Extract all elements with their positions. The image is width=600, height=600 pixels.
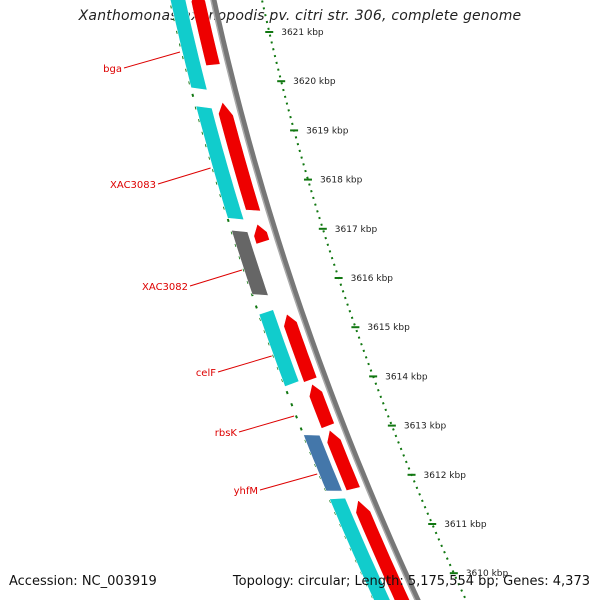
ruler-label: 3621 kbp [281,28,324,38]
ruler-label: 3617 kbp [335,225,378,235]
forward-feature [355,499,411,600]
gene-callout [238,415,295,433]
gene-label: XAC3083 [110,180,156,191]
backbone-track [210,0,421,600]
ruler-label: 3610 kbp [466,569,509,579]
ruler-label: 3620 kbp [293,77,336,87]
forward-feature [308,383,335,429]
accession-text: Accession: NC_003919 [9,574,157,589]
forward-feature [326,429,361,492]
gene-label-layer: bga XAC3083 XAC3082 celF rbsK yhfM [103,51,318,497]
reverse-feature [328,497,391,600]
gene-label: yhfM [234,486,258,497]
forward-feature [218,101,262,212]
ruler-label: 3616 kbp [351,274,394,284]
gene-label: bga [103,64,122,75]
forward-feature [253,223,270,245]
ruler-label: 3611 kbp [444,520,487,530]
backbone-ring [211,0,421,600]
feature-track [169,0,411,600]
ruler-label: 3613 kbp [404,422,447,432]
gene-callout [157,167,211,185]
gene-label: XAC3082 [142,282,188,293]
summary-text: Topology: circular; Length: 5,175,554 bp… [232,574,590,589]
reverse-feature [230,229,269,296]
ruler-line [260,0,468,600]
reverse-feature [302,434,343,492]
ruler-label: 3619 kbp [306,126,349,136]
reverse-feature [169,0,208,91]
forward-feature [190,0,221,67]
forward-feature [283,313,318,383]
reverse-feature [258,309,300,387]
ruler-label: 3614 kbp [385,372,428,382]
gene-callout [189,269,243,287]
gene-callout [259,473,318,491]
gene-label: rbsK [215,428,238,439]
ruler-track: 3621 kbp 3620 kbp 3619 kbp 3618 kbp 3617 kbp… [260,0,509,600]
ruler-label: 3612 kbp [424,471,467,481]
ruler-label: 3618 kbp [320,176,363,186]
gene-callout [123,51,181,69]
gene-callout [217,355,272,373]
reverse-feature [195,105,245,221]
backbone-highlight [210,0,416,600]
gene-label: celF [196,368,216,379]
ruler-label: 3615 kbp [367,323,410,333]
